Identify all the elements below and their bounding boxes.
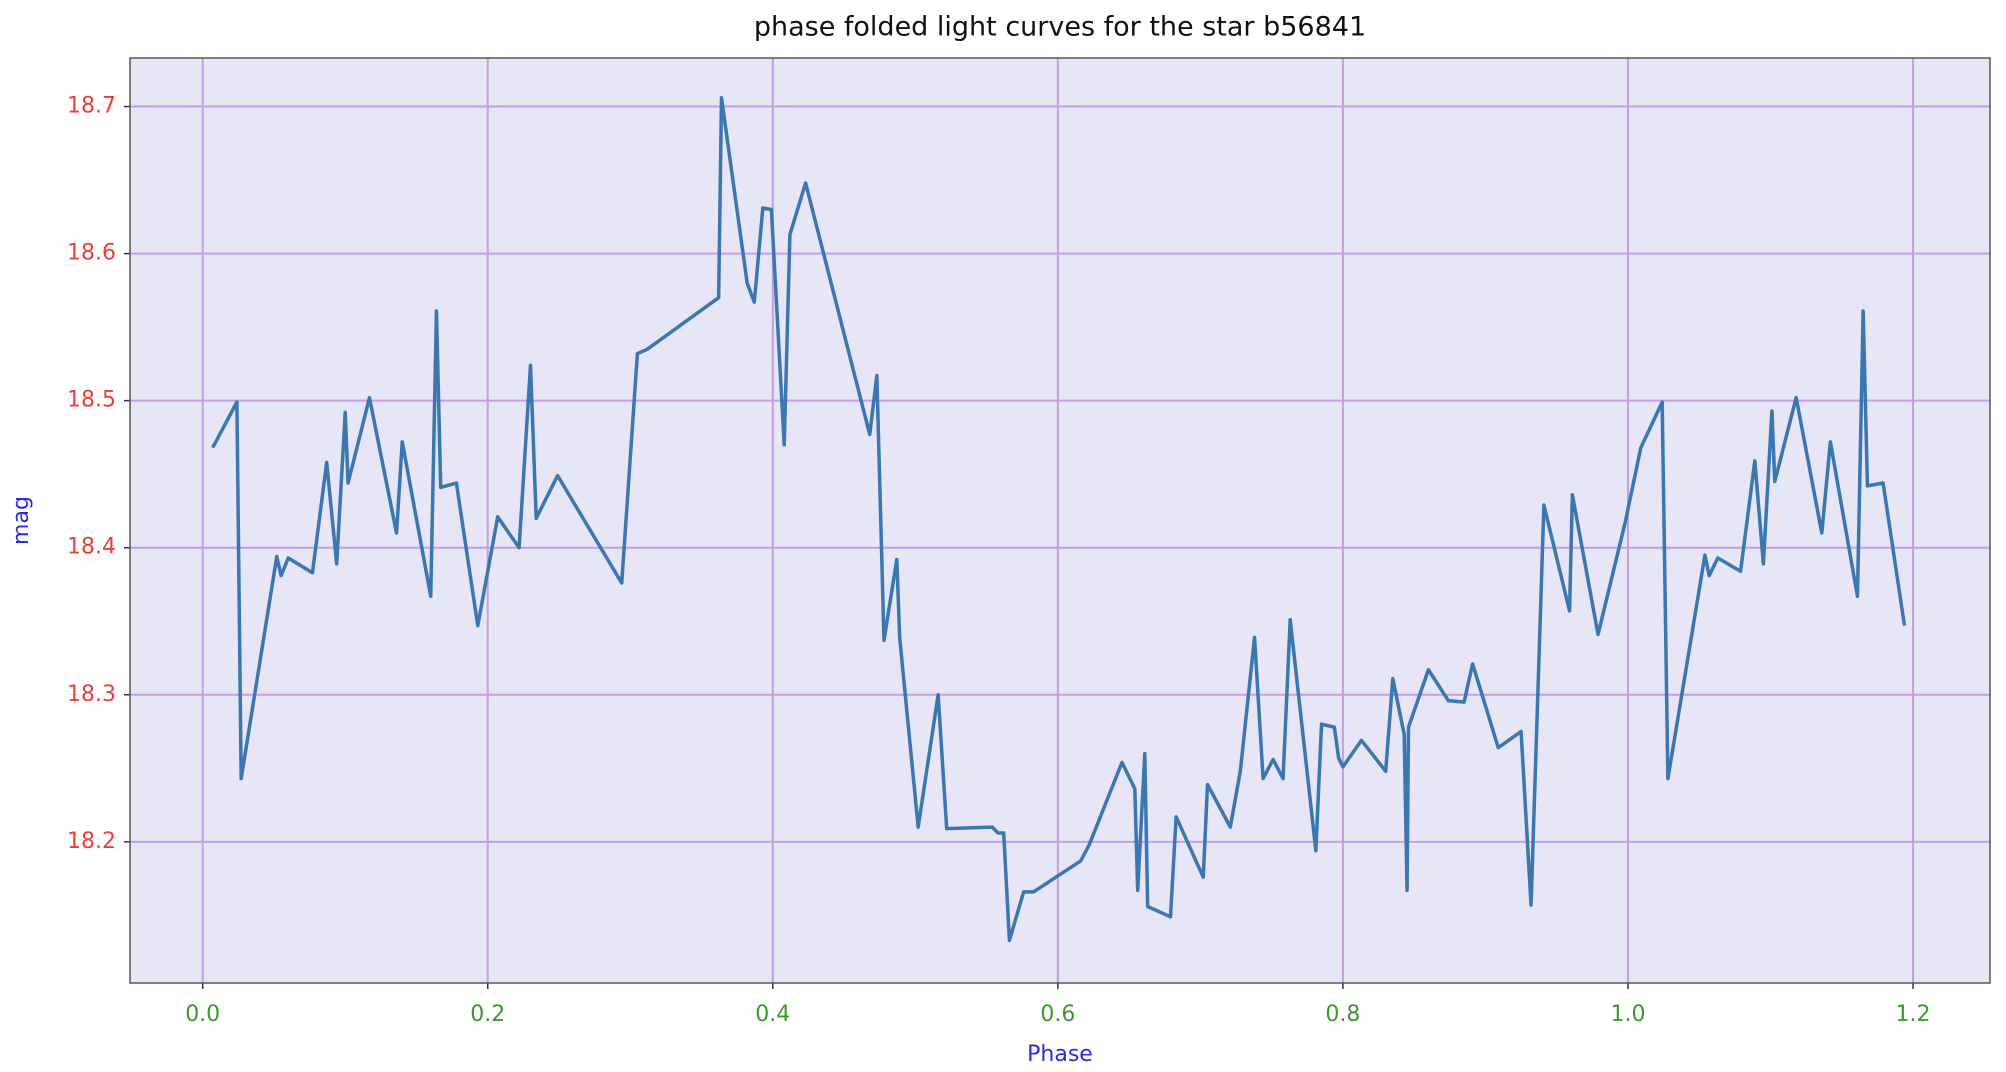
plot-area [130, 58, 1990, 983]
y-tick-label: 18.2 [67, 829, 116, 854]
plot-frame [129, 57, 1991, 984]
y-axis-label: mag [9, 496, 34, 545]
x-tick-label: 1.2 [1896, 1002, 1931, 1027]
y-tick-label: 18.5 [67, 388, 116, 413]
x-axis-label: Phase [1027, 1042, 1093, 1067]
x-tick-label: 0.2 [470, 1002, 505, 1027]
x-tick-label: 1.0 [1610, 1002, 1645, 1027]
chart-title: phase folded light curves for the star b… [754, 12, 1366, 43]
x-tick-label: 0.4 [755, 1002, 790, 1027]
x-tick-label: 0.0 [185, 1002, 220, 1027]
y-tick-label: 18.3 [67, 682, 116, 707]
y-tick-label: 18.7 [67, 94, 116, 119]
light-curve [211, 95, 1907, 943]
y-tick-label: 18.4 [67, 535, 116, 560]
x-tick-label: 0.8 [1325, 1002, 1360, 1027]
y-tick-label: 18.6 [67, 241, 116, 266]
x-tick-label: 0.6 [1040, 1002, 1075, 1027]
